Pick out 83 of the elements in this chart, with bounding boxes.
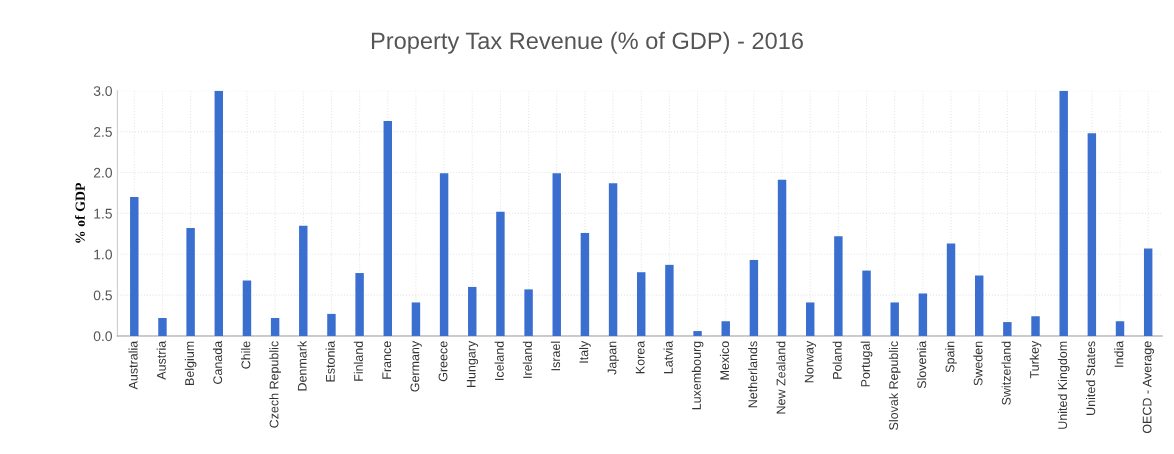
x-tick-label: Denmark <box>297 340 307 391</box>
bar <box>214 90 224 336</box>
bar <box>270 317 280 336</box>
x-tick-label: Sweden <box>973 341 983 386</box>
bar <box>974 275 984 336</box>
x-tick-label: Slovenia <box>917 340 927 389</box>
x-tick-label: France <box>382 341 392 379</box>
chart-title: Property Tax Revenue (% of GDP) - 2016 <box>371 31 803 54</box>
x-tick-label: Italy <box>579 340 591 363</box>
x-tick-label: Chile <box>241 341 251 369</box>
bar <box>608 183 618 336</box>
x-tick-label: Korea <box>635 340 645 374</box>
bar <box>242 280 252 336</box>
x-tick-label: Japan <box>607 341 619 375</box>
y-tick-label: 2.0 <box>93 167 112 178</box>
bar <box>299 225 308 336</box>
bar <box>468 286 477 336</box>
y-tick-label: 0.0 <box>93 331 112 342</box>
bar <box>411 302 421 336</box>
x-tick-label: Ireland <box>522 341 532 378</box>
x-tick-label: Latvia <box>663 340 673 374</box>
x-tick-label: Spain <box>945 341 957 373</box>
bar <box>777 179 787 336</box>
x-tick-label: Switzerland <box>1001 341 1011 405</box>
bar <box>665 264 674 336</box>
y-tick-label: 2.5 <box>93 126 112 137</box>
x-tick-label: Hungary <box>466 340 479 388</box>
x-tick-label: Norway <box>804 340 817 383</box>
x-tick-label: Luxembourg <box>691 341 704 410</box>
bar <box>946 243 956 336</box>
x-tick-label: Mexico <box>719 341 730 380</box>
x-tick-label: OECD - Average <box>1142 341 1154 434</box>
x-tick-label: Austria <box>156 340 166 380</box>
x-tick-label: United States <box>1086 341 1096 415</box>
y-tick-label: 0.5 <box>93 290 112 301</box>
x-tick-label: Germany <box>410 340 422 392</box>
x-tick-label: New Zealand <box>776 341 786 414</box>
bar <box>834 236 843 336</box>
y-tick-label: 1.5 <box>94 208 112 219</box>
bar <box>637 272 646 336</box>
bar <box>918 293 928 336</box>
y-axis-title: % of GDP <box>74 182 85 243</box>
bar <box>805 302 815 336</box>
bar <box>862 270 871 336</box>
x-tick-label: Poland <box>832 341 842 379</box>
x-tick-label: Finland <box>353 341 363 381</box>
bar <box>1087 133 1097 336</box>
bar <box>749 259 759 336</box>
y-tick-label: 3.0 <box>93 86 112 96</box>
x-tick-label: Turkey <box>1029 340 1042 379</box>
x-tick-label: Israel <box>550 341 561 371</box>
x-tick-label: Slovak Republic <box>888 341 901 430</box>
bar <box>158 317 167 336</box>
bar <box>186 228 195 336</box>
x-tick-label: United Kingdom <box>1057 341 1070 429</box>
bar <box>721 321 730 336</box>
bar <box>580 232 590 336</box>
x-tick-label: Iceland <box>494 341 504 380</box>
bar <box>1059 90 1068 336</box>
x-tick-label: Netherlands <box>748 341 758 408</box>
bar <box>524 289 533 336</box>
bar <box>327 313 336 336</box>
bar <box>130 197 139 336</box>
bar <box>439 173 449 336</box>
bar <box>552 173 561 336</box>
x-tick-label: India <box>1114 340 1124 367</box>
x-tick-label: Australia <box>128 340 138 390</box>
x-tick-label: Belgium <box>184 341 197 385</box>
bar <box>355 273 364 336</box>
bar <box>1143 248 1153 336</box>
bar <box>1003 322 1012 336</box>
x-tick-label: Portugal <box>860 341 873 387</box>
bar <box>1031 316 1040 336</box>
y-tick-label: 1.0 <box>94 249 112 260</box>
bar <box>890 302 899 336</box>
bar <box>1115 321 1125 336</box>
x-tick-label: Greece <box>438 341 448 382</box>
x-tick-label: Canada <box>212 340 223 384</box>
bar <box>383 121 392 336</box>
bar <box>693 331 702 336</box>
bar <box>496 211 505 336</box>
x-tick-label: Estonia <box>325 340 335 382</box>
x-tick-label: Czech Republic <box>269 341 281 428</box>
